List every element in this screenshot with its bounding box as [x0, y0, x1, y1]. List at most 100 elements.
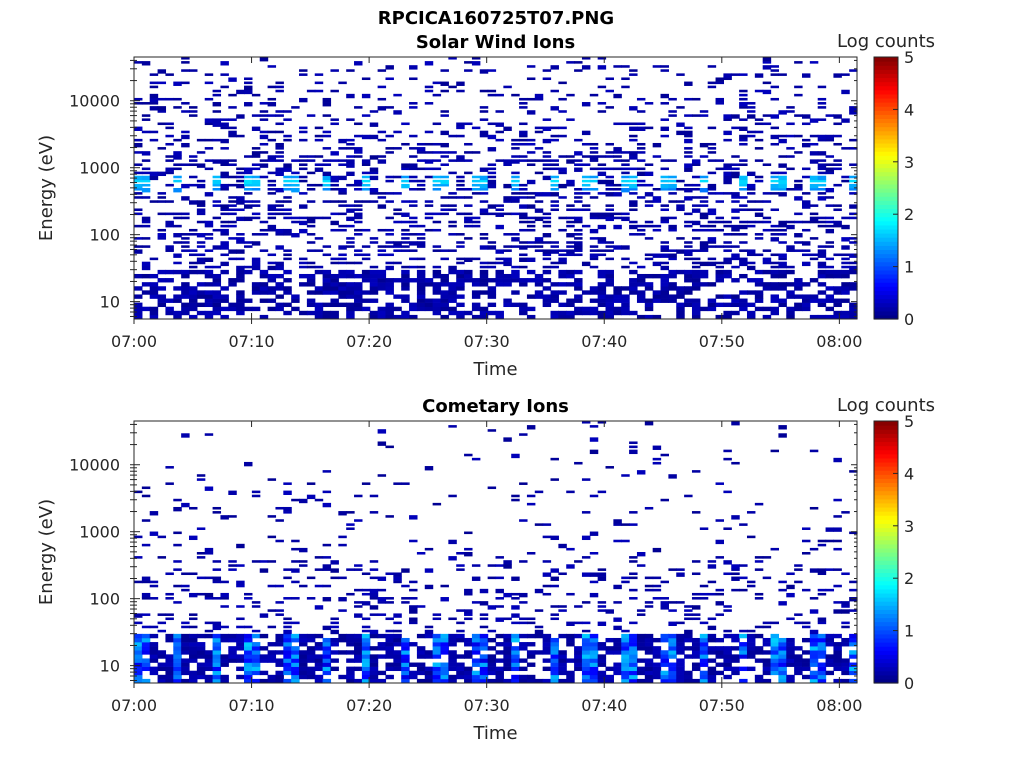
spectrogram-cell	[267, 138, 277, 142]
spectrogram-cell	[479, 637, 489, 643]
spectrogram-cell	[212, 159, 222, 164]
spectrogram-cell	[778, 580, 787, 584]
spectrogram-cell	[660, 580, 669, 584]
spectrogram-cell	[330, 310, 339, 316]
spectrogram-cell	[723, 572, 732, 576]
spectrogram-cell	[621, 212, 630, 216]
spectrogram-cell	[314, 642, 324, 647]
spectrogram-cell	[558, 261, 567, 265]
spectrogram-cell	[652, 290, 662, 295]
spectrogram-cell	[644, 421, 654, 426]
spectrogram-cell	[495, 588, 504, 594]
spectrogram-cell	[574, 61, 583, 64]
spectrogram-cell	[157, 286, 167, 291]
spectrogram-cell	[762, 269, 772, 275]
spectrogram-cell	[369, 175, 379, 181]
spectrogram-cell	[189, 163, 198, 166]
spectrogram-cell	[707, 171, 717, 175]
spectrogram-cell	[581, 65, 591, 70]
spectrogram-cell	[440, 642, 449, 647]
spectrogram-cell	[361, 650, 371, 655]
spectrogram-cell	[338, 81, 347, 85]
spectrogram-cell	[385, 245, 394, 248]
spectrogram-cell	[393, 192, 402, 195]
spectrogram-cell	[770, 294, 780, 299]
spectrogram-cell	[267, 278, 277, 283]
spectrogram-cell	[212, 188, 222, 191]
spectrogram-cell	[668, 216, 677, 220]
spectrogram-cell	[809, 637, 819, 643]
spectrogram-cell	[291, 568, 300, 573]
spectrogram-cell	[401, 278, 410, 283]
spectrogram-cell	[841, 298, 850, 303]
spectrogram-cell	[566, 155, 575, 158]
spectrogram-cell	[794, 220, 803, 224]
spectrogram-cell	[778, 269, 787, 275]
colorbar-swatch	[874, 269, 898, 275]
spectrogram-cell	[134, 556, 143, 559]
spectrogram-cell	[566, 183, 575, 187]
spectrogram-cell	[322, 134, 332, 138]
spectrogram-cell	[550, 290, 559, 295]
spectrogram-cell	[220, 306, 229, 312]
spectrogram-cell	[141, 543, 151, 547]
spectrogram-cell	[841, 314, 850, 320]
spectrogram-cell	[526, 425, 536, 430]
spectrogram-cell	[464, 61, 473, 64]
spectrogram-cell	[660, 245, 669, 250]
spectrogram-cell	[173, 212, 182, 216]
spectrogram-cell	[220, 228, 229, 234]
spectrogram-cell	[267, 298, 277, 303]
spectrogram-cell	[385, 617, 394, 621]
spectrogram-cell	[542, 151, 552, 154]
spectrogram-cell	[754, 253, 764, 257]
spectrogram-cell	[739, 273, 748, 279]
spectrogram-cell	[251, 286, 261, 291]
spectrogram-cell	[306, 265, 316, 269]
colorbar-swatch	[874, 613, 898, 619]
spectrogram-cell	[236, 658, 245, 663]
spectrogram-cell	[833, 142, 842, 146]
spectrogram-cell	[244, 192, 253, 195]
spectrogram-cell	[204, 147, 214, 150]
spectrogram-cell	[314, 605, 324, 610]
spectrogram-cell	[511, 646, 520, 651]
spectrogram-cell	[534, 171, 544, 175]
spectrogram-cell	[267, 273, 277, 279]
spectrogram-cell	[519, 142, 528, 146]
spectrogram-cell	[409, 662, 418, 667]
spectrogram-cell	[629, 269, 638, 275]
spectrogram-cell	[204, 73, 214, 76]
spectrogram-cell	[173, 666, 182, 672]
spectrogram-cell	[165, 155, 174, 158]
spectrogram-cell	[652, 196, 662, 201]
spectrogram-cell	[833, 159, 842, 162]
spectrogram-cell	[220, 294, 229, 299]
spectrogram-cell	[244, 666, 253, 672]
spectrogram-cell	[542, 286, 552, 291]
colorbar-swatch	[874, 421, 898, 426]
spectrogram-cell	[338, 200, 347, 203]
spectrogram-cell	[157, 228, 167, 232]
spectrogram-cell	[165, 298, 174, 303]
spectrogram-cell	[440, 130, 449, 136]
spectrogram-cell	[495, 576, 504, 580]
spectrogram-cell	[204, 290, 214, 295]
spectrogram-cell	[479, 642, 489, 647]
spectrogram-cell	[212, 278, 222, 283]
spectrogram-cell	[605, 310, 614, 316]
spectrogram-cells	[134, 57, 858, 320]
spectrogram-cell	[134, 646, 143, 651]
spectrogram-cell	[558, 605, 567, 608]
spectrogram-cell	[479, 245, 489, 250]
spectrogram-cell	[849, 580, 858, 584]
spectrogram-cell	[369, 290, 379, 295]
spectrogram-cell	[849, 269, 858, 275]
spectrogram-cell	[511, 237, 520, 242]
spectrogram-cell	[487, 171, 497, 175]
spectrogram-cell	[448, 666, 457, 672]
spectrogram-cell	[526, 650, 536, 655]
spectrogram-cell	[849, 310, 858, 316]
colorbar-swatch	[874, 511, 898, 516]
spectrogram-cell	[636, 147, 646, 150]
